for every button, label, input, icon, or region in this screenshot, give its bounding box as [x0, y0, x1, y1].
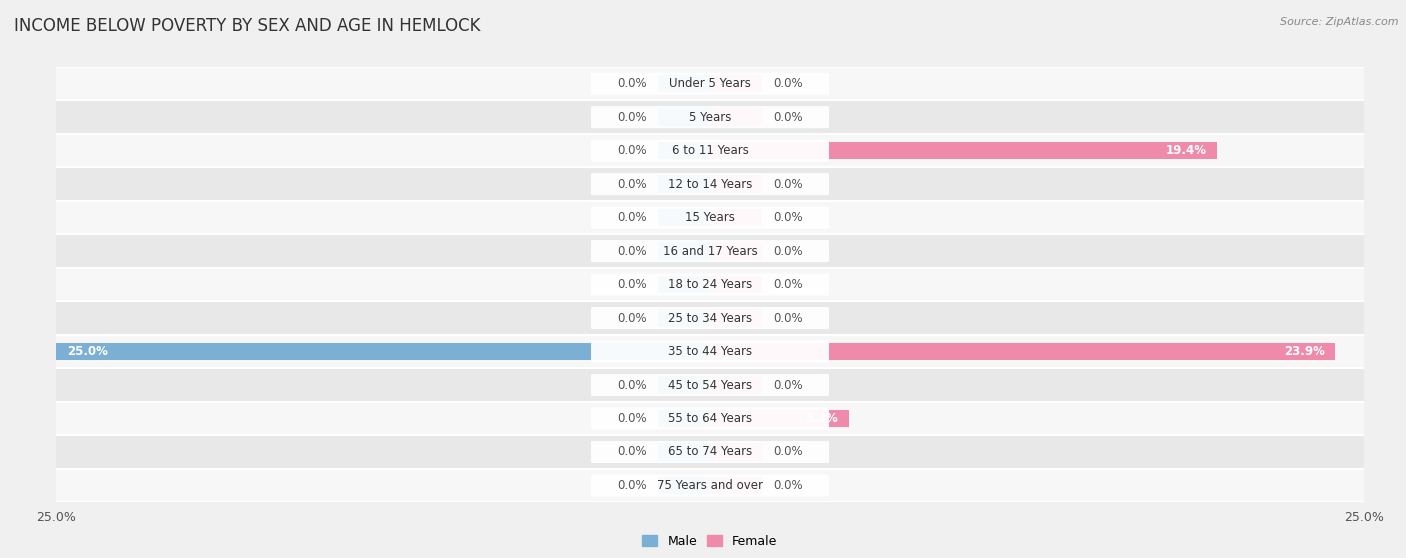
Bar — [710, 242, 762, 260]
Bar — [658, 410, 710, 427]
Text: 12 to 14 Years: 12 to 14 Years — [668, 177, 752, 191]
Text: 23.9%: 23.9% — [1284, 345, 1324, 358]
Bar — [710, 175, 762, 193]
Text: 19.4%: 19.4% — [1166, 144, 1206, 157]
Text: 0.0%: 0.0% — [773, 278, 803, 291]
FancyBboxPatch shape — [591, 206, 830, 229]
Bar — [658, 108, 710, 126]
Bar — [710, 343, 1336, 360]
Text: 0.0%: 0.0% — [773, 244, 803, 258]
Text: 0.0%: 0.0% — [773, 311, 803, 325]
Bar — [658, 142, 710, 160]
Text: 16 and 17 Years: 16 and 17 Years — [662, 244, 758, 258]
Bar — [56, 469, 1364, 502]
Text: 55 to 64 Years: 55 to 64 Years — [668, 412, 752, 425]
Text: 0.0%: 0.0% — [773, 77, 803, 90]
FancyBboxPatch shape — [591, 273, 830, 296]
FancyBboxPatch shape — [591, 307, 830, 329]
FancyBboxPatch shape — [591, 474, 830, 497]
FancyBboxPatch shape — [591, 340, 830, 363]
Bar — [658, 75, 710, 93]
Bar — [710, 276, 762, 294]
Text: 25.0%: 25.0% — [66, 345, 108, 358]
Bar — [710, 309, 762, 327]
Text: 5.3%: 5.3% — [806, 412, 838, 425]
Text: INCOME BELOW POVERTY BY SEX AND AGE IN HEMLOCK: INCOME BELOW POVERTY BY SEX AND AGE IN H… — [14, 17, 481, 35]
Bar — [710, 477, 762, 494]
Bar — [658, 209, 710, 227]
Text: 0.0%: 0.0% — [773, 211, 803, 224]
Text: 18 to 24 Years: 18 to 24 Years — [668, 278, 752, 291]
Text: 6 to 11 Years: 6 to 11 Years — [672, 144, 748, 157]
Bar — [56, 435, 1364, 469]
Bar — [658, 477, 710, 494]
FancyBboxPatch shape — [591, 441, 830, 463]
Text: 0.0%: 0.0% — [617, 77, 647, 90]
Text: 65 to 74 Years: 65 to 74 Years — [668, 445, 752, 459]
Bar — [710, 376, 762, 394]
Bar — [56, 100, 1364, 134]
Text: 0.0%: 0.0% — [617, 278, 647, 291]
Text: 0.0%: 0.0% — [617, 412, 647, 425]
Bar — [56, 268, 1364, 301]
FancyBboxPatch shape — [591, 374, 830, 396]
Bar — [56, 67, 1364, 100]
Legend: Male, Female: Male, Female — [637, 530, 783, 552]
FancyBboxPatch shape — [591, 73, 830, 95]
Text: 0.0%: 0.0% — [617, 211, 647, 224]
Text: 0.0%: 0.0% — [617, 110, 647, 124]
Bar — [56, 368, 1364, 402]
FancyBboxPatch shape — [591, 407, 830, 430]
Text: 0.0%: 0.0% — [773, 445, 803, 459]
Text: 0.0%: 0.0% — [617, 479, 647, 492]
Bar — [56, 301, 1364, 335]
Text: 0.0%: 0.0% — [773, 479, 803, 492]
FancyBboxPatch shape — [591, 173, 830, 195]
Bar — [710, 75, 762, 93]
FancyBboxPatch shape — [591, 140, 830, 162]
Text: 75 Years and over: 75 Years and over — [657, 479, 763, 492]
Bar — [710, 443, 762, 461]
Text: Source: ZipAtlas.com: Source: ZipAtlas.com — [1281, 17, 1399, 27]
Bar — [56, 343, 710, 360]
Bar — [56, 234, 1364, 268]
Bar — [56, 201, 1364, 234]
Text: 0.0%: 0.0% — [617, 144, 647, 157]
Bar — [710, 209, 762, 227]
FancyBboxPatch shape — [591, 240, 830, 262]
Bar — [658, 276, 710, 294]
Text: 15 Years: 15 Years — [685, 211, 735, 224]
Bar — [658, 376, 710, 394]
Bar — [56, 134, 1364, 167]
Text: 0.0%: 0.0% — [617, 311, 647, 325]
Bar — [710, 108, 762, 126]
Bar — [658, 175, 710, 193]
Text: 0.0%: 0.0% — [773, 378, 803, 392]
Text: 0.0%: 0.0% — [617, 177, 647, 191]
Bar — [710, 142, 1218, 160]
Text: 0.0%: 0.0% — [617, 244, 647, 258]
Text: 35 to 44 Years: 35 to 44 Years — [668, 345, 752, 358]
Text: 0.0%: 0.0% — [617, 445, 647, 459]
Bar — [658, 309, 710, 327]
Text: 0.0%: 0.0% — [773, 177, 803, 191]
Bar — [56, 335, 1364, 368]
Bar — [658, 443, 710, 461]
Text: 25 to 34 Years: 25 to 34 Years — [668, 311, 752, 325]
Text: 0.0%: 0.0% — [617, 378, 647, 392]
Text: 5 Years: 5 Years — [689, 110, 731, 124]
Text: 45 to 54 Years: 45 to 54 Years — [668, 378, 752, 392]
Bar — [56, 402, 1364, 435]
Text: 0.0%: 0.0% — [773, 110, 803, 124]
Bar — [710, 410, 849, 427]
Text: Under 5 Years: Under 5 Years — [669, 77, 751, 90]
Bar — [658, 242, 710, 260]
Bar — [56, 167, 1364, 201]
FancyBboxPatch shape — [591, 106, 830, 128]
